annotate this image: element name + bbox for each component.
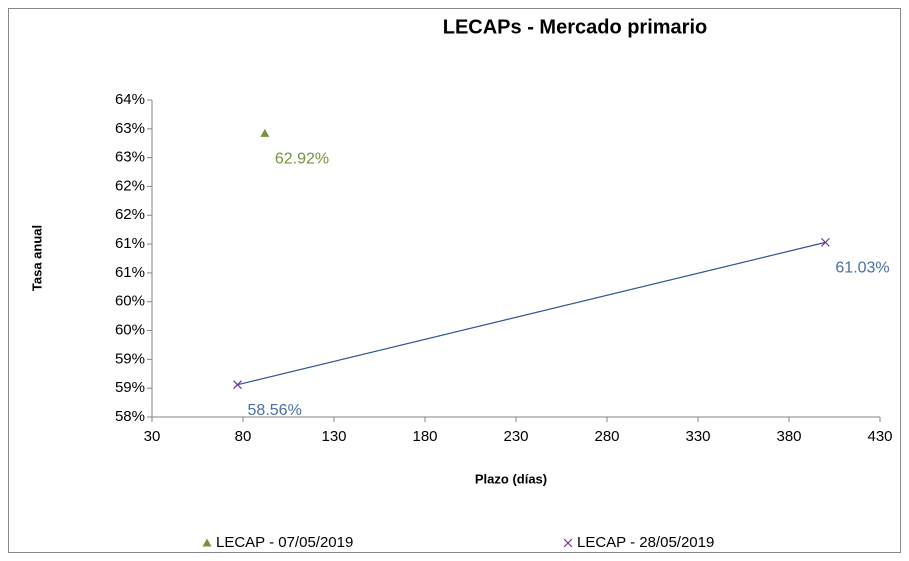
marker <box>233 380 242 390</box>
series-line <box>237 241 826 386</box>
y-tick-label: 63% <box>115 149 145 166</box>
x-tick-label: 330 <box>685 428 710 445</box>
y-tick-label: 58% <box>115 408 145 425</box>
y-tick-label: 62% <box>115 177 145 194</box>
marker <box>260 128 270 137</box>
y-tick-label: 60% <box>115 293 145 310</box>
y-tick-label: 59% <box>115 379 145 396</box>
x-tick-label: 280 <box>594 428 619 445</box>
chart-border <box>8 8 901 553</box>
x-tick-label: 180 <box>412 428 437 445</box>
data-label: 58.56% <box>248 402 302 419</box>
y-tick-label: 59% <box>115 350 145 367</box>
x-tick-label: 230 <box>503 428 528 445</box>
legend-label: LECAP - 28/05/2019 <box>577 534 714 551</box>
x-tick-label: 80 <box>235 428 252 445</box>
x-tick-label: 380 <box>776 428 801 445</box>
legend-marker <box>563 538 573 548</box>
chart-title: LECAPs - Mercado primario <box>443 16 708 38</box>
y-tick-label: 60% <box>115 322 145 339</box>
marker <box>820 237 830 247</box>
legend-marker <box>202 538 212 547</box>
y-tick-label: 63% <box>115 120 145 137</box>
x-tick-label: 430 <box>867 428 892 445</box>
y-tick-label: 61% <box>115 235 145 252</box>
data-label: 62.92% <box>275 151 329 168</box>
x-axis-title: Plazo (días) <box>475 471 547 486</box>
legend-label: LECAP - 07/05/2019 <box>216 534 353 551</box>
y-tick-label: 64% <box>115 91 145 108</box>
y-tick-label: 61% <box>115 264 145 281</box>
y-tick-label: 62% <box>115 206 145 223</box>
y-axis-title: Tasa anual <box>29 225 44 291</box>
x-tick-label: 130 <box>321 428 346 445</box>
x-tick-label: 30 <box>144 428 161 445</box>
data-label: 61.03% <box>835 260 889 277</box>
